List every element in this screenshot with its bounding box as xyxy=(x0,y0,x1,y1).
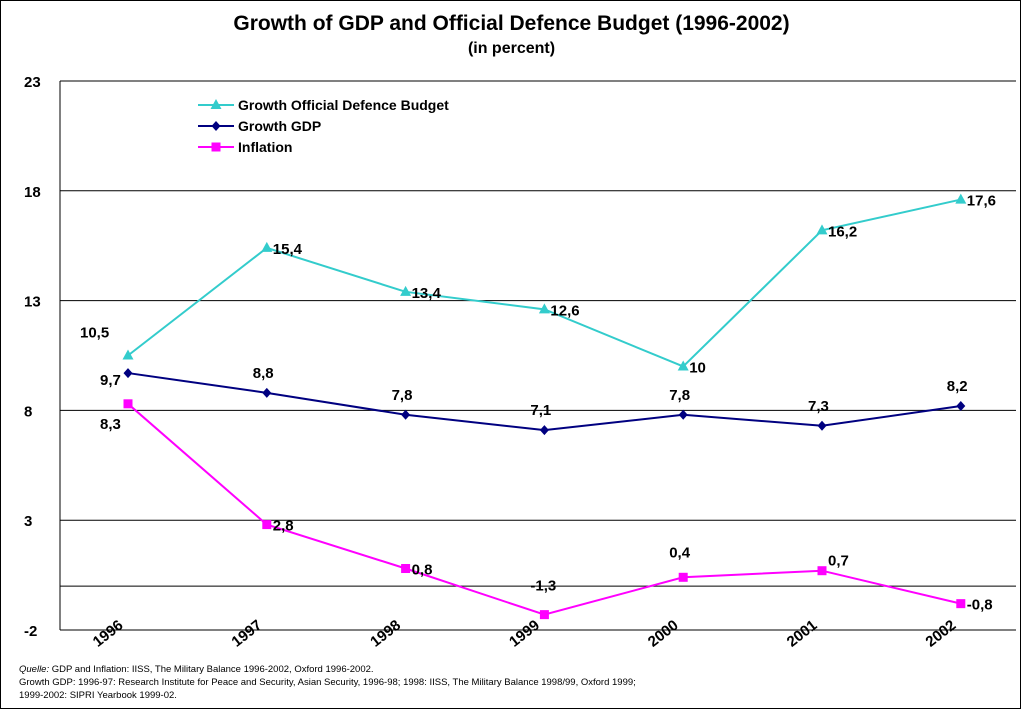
data-point xyxy=(817,566,827,576)
data-label: 7,8 xyxy=(392,387,413,404)
data-label: 2,8 xyxy=(273,518,294,535)
data-label: 7,8 xyxy=(669,387,690,404)
y-tick-label: -2 xyxy=(24,623,37,640)
data-point xyxy=(211,121,221,131)
x-tick-label: 1997 xyxy=(228,617,265,651)
data-point xyxy=(123,399,133,409)
source-line-1: GDP and Inflation: IISS, The Military Ba… xyxy=(49,664,374,675)
x-tick-label: 1998 xyxy=(367,617,404,651)
data-point xyxy=(677,360,689,371)
data-label: 10 xyxy=(689,359,706,376)
data-label: 0,4 xyxy=(669,544,691,561)
data-point xyxy=(539,610,549,620)
data-label: 7,1 xyxy=(530,402,551,419)
y-tick-label: 13 xyxy=(24,294,41,311)
chart-subtitle: (in percent) xyxy=(467,40,556,57)
data-label: -1,3 xyxy=(530,578,556,595)
data-point xyxy=(210,99,222,109)
data-label: 16,2 xyxy=(828,223,857,240)
x-tick-label: 2001 xyxy=(784,617,821,651)
data-point xyxy=(262,520,272,530)
source-line-3: 1999-2002: SIPRI Yearbook 1999-02. xyxy=(19,690,177,701)
data-label: 15,4 xyxy=(273,241,303,258)
data-point xyxy=(261,241,273,252)
data-label: 0,8 xyxy=(412,562,433,579)
source-line-2: Growth GDP: 1996-97: Research Institute … xyxy=(19,677,636,688)
source-note: Quelle: GDP and Inflation: IISS, The Mil… xyxy=(19,663,636,702)
x-tick-label: 2000 xyxy=(645,617,682,651)
data-point xyxy=(538,303,550,314)
data-label: -0,8 xyxy=(967,597,993,614)
data-point xyxy=(122,349,134,360)
legend-label: Growth GDP xyxy=(238,118,321,134)
y-tick-label: 8 xyxy=(24,403,32,420)
legend-label: Growth Official Defence Budget xyxy=(238,97,449,113)
data-point xyxy=(400,285,412,296)
data-point xyxy=(956,401,966,412)
y-tick-label: 3 xyxy=(24,513,32,530)
data-label: 17,6 xyxy=(967,193,996,210)
data-label: 13,4 xyxy=(412,285,442,302)
data-point xyxy=(678,572,688,582)
data-label: 8,2 xyxy=(947,378,968,395)
chart-title: Growth of GDP and Official Defence Budge… xyxy=(233,12,790,35)
y-tick-label: 23 xyxy=(24,74,41,91)
data-label: 8,8 xyxy=(253,365,274,382)
source-label: Quelle: xyxy=(19,664,50,675)
x-tick-label: 1999 xyxy=(506,617,543,651)
data-label: 12,6 xyxy=(550,302,579,319)
data-point xyxy=(262,387,272,398)
data-label: 9,7 xyxy=(100,372,121,389)
data-point xyxy=(401,409,411,420)
legend-label: Inflation xyxy=(238,139,292,155)
x-tick-label: 1996 xyxy=(90,617,127,651)
data-point xyxy=(123,368,133,379)
data-label: 0,7 xyxy=(828,553,849,570)
y-tick-label: 18 xyxy=(24,184,41,201)
data-label: 7,3 xyxy=(808,398,829,415)
data-point xyxy=(955,193,967,204)
data-label: 10,5 xyxy=(80,325,109,342)
data-point xyxy=(678,409,688,420)
data-point xyxy=(816,224,828,235)
data-point xyxy=(211,142,221,152)
data-label: 8,3 xyxy=(100,416,121,433)
data-point xyxy=(401,564,411,574)
data-point xyxy=(817,420,827,431)
x-tick-label: 2002 xyxy=(922,617,959,651)
data-point xyxy=(539,425,549,436)
data-point xyxy=(956,599,966,609)
